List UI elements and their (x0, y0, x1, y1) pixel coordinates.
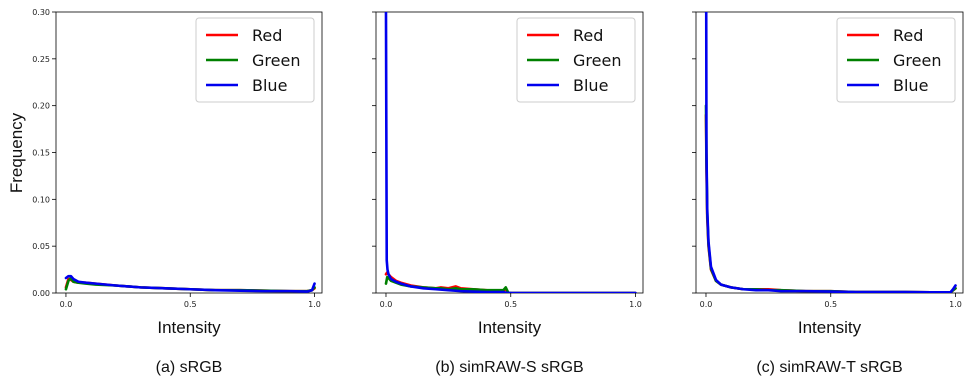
x-tick-label: 0.5 (184, 300, 197, 309)
x-tick-label: 0.0 (380, 300, 393, 309)
legend-box (836, 17, 956, 103)
legend-label-blue: Blue (573, 76, 608, 95)
legend: Red Green Blue (836, 17, 956, 103)
legend-label-green: Green (252, 51, 300, 70)
y-tick-label: 0.00 (32, 289, 50, 298)
panel-caption: (b) simRAW-S sRGB (435, 359, 583, 376)
series-line-green (704, 104, 957, 293)
x-tick-label: 0.5 (824, 300, 837, 309)
legend: Red Green Blue (195, 17, 315, 103)
series-line-blue (64, 274, 316, 293)
y-tick-label: 0.10 (32, 195, 50, 204)
series-line-red (704, 113, 957, 293)
panel-caption: (a) sRGB (156, 359, 223, 376)
legend-label-red: Red (893, 26, 923, 45)
panel-3: 0.0 0.5 1.0 Red Green Blue Intensity (c) simRAW… (692, 11, 964, 376)
y-tick-label: 0.20 (32, 102, 50, 111)
legend-label-red: Red (573, 26, 603, 45)
x-tick-label: 1.0 (629, 300, 642, 309)
series-line-blue (384, 12, 637, 293)
y-tick-label: 0.05 (32, 242, 50, 251)
panel-1: 0.00 0.05 0.10 0.15 0.20 0.25 0.30 0.0 0.5 1.0 Red… (32, 8, 323, 376)
x-tick-label: 1.0 (308, 300, 321, 309)
legend-label-green: Green (893, 51, 941, 70)
x-tick-label: 0.0 (700, 300, 713, 309)
y-tick-label: 0.30 (32, 8, 50, 17)
x-axis-label: Intensity (157, 318, 221, 337)
y-tick-label: 0.15 (32, 149, 50, 158)
legend-box (516, 17, 636, 103)
x-tick-label: 0.0 (60, 300, 73, 309)
legend-label-green: Green (573, 51, 621, 70)
x-axis-label: Intensity (478, 318, 542, 337)
series-line-blue (704, 12, 957, 293)
legend: Red Green Blue (516, 17, 636, 103)
legend-label-blue: Blue (252, 76, 287, 95)
x-tick-label: 1.0 (949, 300, 962, 309)
legend-box (195, 17, 315, 103)
panel-2: 0.0 0.5 1.0 Red Green Blue Intensity (b) simRAW… (372, 11, 644, 376)
y-tick-label: 0.25 (32, 55, 50, 64)
legend-label-red: Red (252, 26, 282, 45)
series-line-green (384, 275, 637, 293)
y-axis-label: Frequency (7, 112, 26, 193)
panel-caption: (c) simRAW-T sRGB (756, 359, 902, 376)
series-line-red (384, 271, 637, 293)
x-tick-label: 0.5 (504, 300, 517, 309)
x-axis-label: Intensity (798, 318, 862, 337)
legend-label-blue: Blue (893, 76, 928, 95)
